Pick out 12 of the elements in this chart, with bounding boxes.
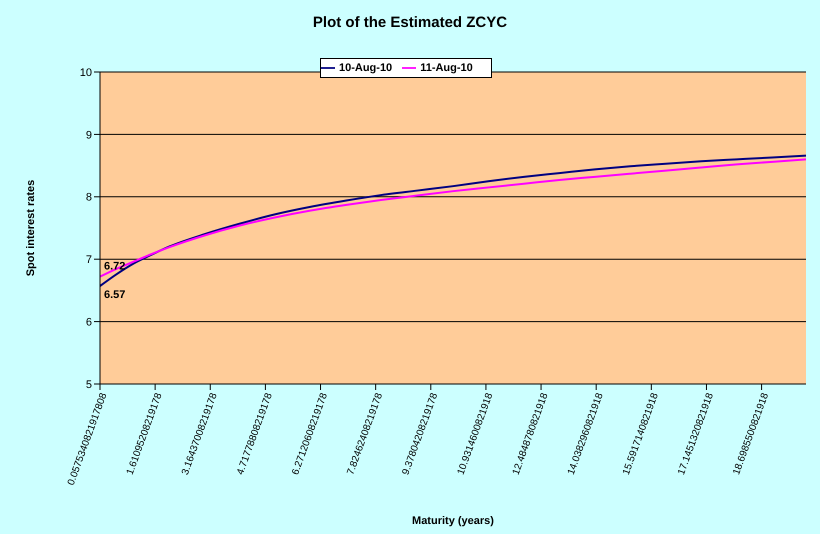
data-label: 6.57 [104,289,126,302]
y-tick-label: 7 [86,254,92,266]
legend-label: 10-Aug-10 [339,62,392,74]
y-tick-label: 6 [86,316,92,329]
chart-title: Plot of the Estimated ZCYC [312,14,508,31]
y-tick-label: 9 [86,129,92,142]
legend-label: 11-Aug-10 [420,62,473,74]
y-axis-title: Spot interest rates [24,180,37,276]
y-tick-label: 10 [80,66,92,79]
y-tick-label: 8 [86,192,92,204]
x-axis-title: Maturity (years) [412,515,494,527]
y-tick-label: 5 [86,378,92,391]
